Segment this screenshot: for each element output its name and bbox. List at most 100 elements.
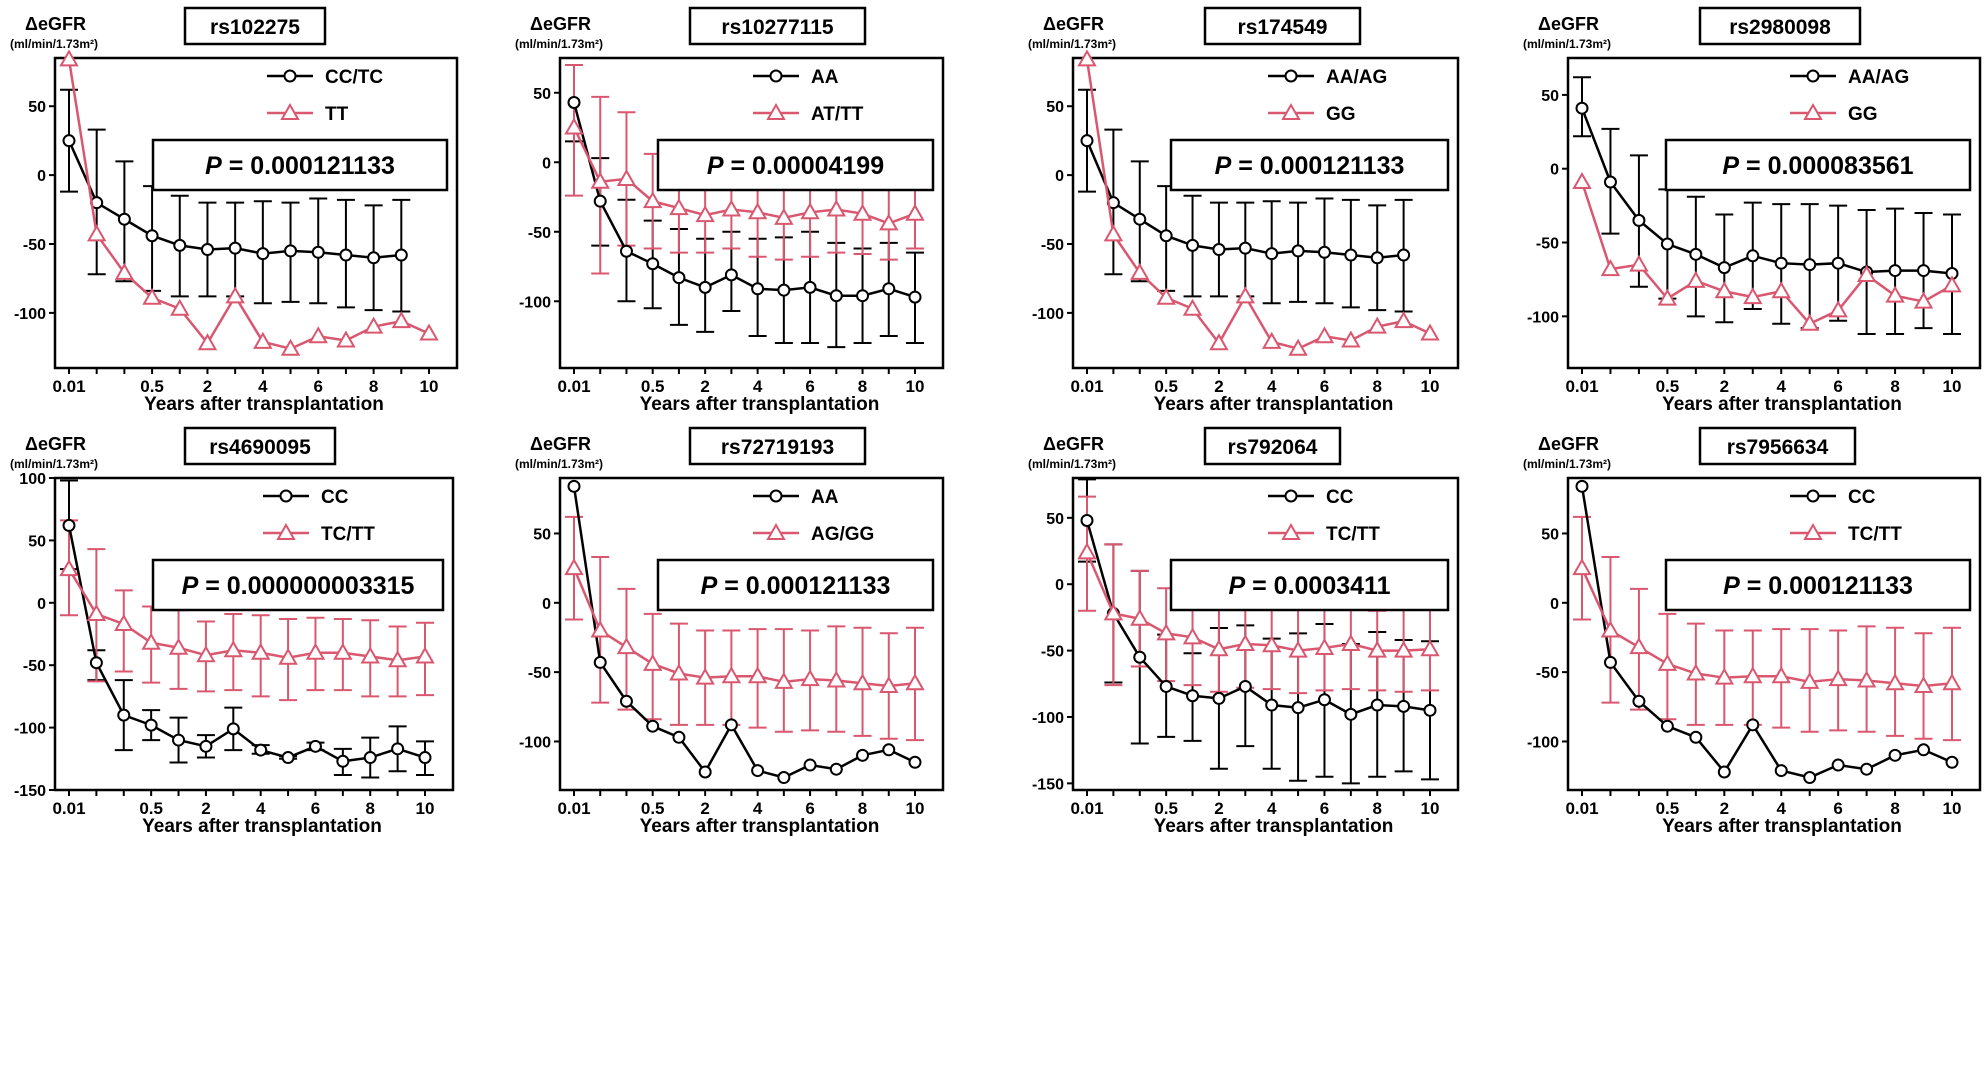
data-point-circle: [172, 733, 186, 747]
x-tick-label: 10: [1943, 377, 1962, 396]
x-tick-label: 4: [1776, 799, 1786, 818]
data-point-triangle: [1103, 603, 1124, 621]
data-point-triangle: [142, 287, 162, 305]
y-axis-label: ΔeGFR: [25, 14, 86, 34]
chart-panel: ΔeGFR (ml/min/1.73m²) rs4690095 100 50 0 -50 -1…: [10, 426, 455, 837]
y-tick-label: -50: [528, 665, 551, 682]
chart-title-box: [1203, 6, 1362, 46]
data-point-triangle: [363, 316, 384, 334]
data-point-triangle: [1367, 640, 1387, 658]
data-point-circle: [1689, 730, 1703, 744]
data-point-triangle: [669, 663, 689, 681]
series-line: [1085, 59, 1431, 351]
pvalue-prefix: P: [1229, 572, 1246, 600]
y-tick-label: 50: [28, 533, 46, 550]
x-tick-label: 0.5: [140, 377, 164, 396]
data-point-triangle: [114, 614, 134, 632]
x-tick-label: 10: [1421, 377, 1440, 396]
x-axis-label: Years after transplantation: [142, 816, 382, 837]
x-tick-label: 6: [805, 377, 814, 396]
legend-label: TC/TT: [321, 524, 375, 545]
legend-label: AG/GG: [811, 524, 874, 545]
x-tick-label: 0.01: [557, 799, 590, 818]
chart-title: rs792064: [1228, 436, 1318, 459]
data-point-triangle: [1235, 633, 1256, 651]
x-tick-label: 10: [906, 377, 925, 396]
data-point-circle: [856, 289, 870, 303]
x-tick-label: 0.01: [52, 799, 85, 818]
y-tick-label: -50: [1536, 665, 1559, 682]
plot-frame: [1071, 476, 1460, 792]
data-point-triangle: [879, 213, 899, 231]
data-point-circle: [829, 289, 843, 303]
data-point-circle: [281, 751, 295, 765]
data-point-triangle: [642, 191, 663, 209]
data-point-triangle: [1828, 669, 1848, 687]
data-point-circle: [1603, 175, 1617, 189]
x-tick-label: 4: [1267, 377, 1277, 396]
y-axis-label: ΔeGFR: [1043, 434, 1104, 454]
data-point-circle: [567, 479, 581, 493]
data-point-circle: [394, 248, 408, 262]
pvalue-box: [1169, 558, 1450, 612]
legend-marker-triangle: [766, 102, 786, 120]
data-point-triangle: [1714, 281, 1735, 299]
chart-title-box: [688, 6, 867, 46]
plot-frame: [558, 476, 945, 792]
data-point-circle: [1603, 655, 1617, 669]
data-point-triangle: [1600, 620, 1621, 638]
pvalue-box: [1664, 138, 1972, 192]
y-axis-unit: (ml/min/1.73m²): [1523, 457, 1611, 471]
data-point-circle: [1575, 101, 1589, 115]
y-axis-unit: (ml/min/1.73m²): [1523, 37, 1611, 51]
data-point-triangle: [695, 205, 715, 223]
data-point-triangle: [1420, 323, 1440, 341]
pvalue-value: = 0.000121133: [717, 572, 890, 600]
x-tick-label: 2: [700, 799, 709, 818]
data-point-triangle: [1856, 670, 1877, 688]
data-point-circle: [1774, 256, 1788, 270]
y-tick-label: 0: [1550, 596, 1559, 613]
data-point-circle: [144, 718, 158, 732]
y-tick-label: -50: [528, 225, 551, 242]
data-point-triangle: [852, 673, 873, 691]
data-point-circle: [89, 656, 103, 670]
data-point-triangle: [774, 671, 794, 689]
data-point-circle: [1317, 245, 1331, 259]
legend-label: TC/TT: [1326, 524, 1380, 545]
data-point-triangle: [1572, 558, 1592, 576]
x-tick-label: 6: [1833, 799, 1842, 818]
data-point-triangle: [1288, 640, 1308, 658]
x-tick-label: 0.5: [139, 799, 163, 818]
x-tick-label: 6: [311, 799, 320, 818]
data-point-circle: [777, 283, 791, 297]
y-tick-label: -50: [1041, 644, 1064, 661]
data-point-triangle: [590, 620, 610, 638]
data-point-circle: [1212, 243, 1226, 257]
data-point-triangle: [1235, 286, 1256, 304]
data-point-triangle: [774, 207, 794, 225]
pvalue-text: P = 0.000121133: [1215, 152, 1405, 180]
data-point-triangle: [1942, 673, 1962, 691]
pvalue-text: P = 0.000121133: [1723, 572, 1913, 600]
data-point-circle: [199, 739, 213, 753]
data-point-triangle: [1942, 275, 1962, 293]
data-point-triangle: [800, 669, 820, 687]
data-point-circle: [1689, 247, 1703, 261]
data-point-circle: [1945, 755, 1959, 769]
data-point-triangle: [1600, 259, 1621, 277]
legend-label: AA/AG: [1326, 67, 1387, 88]
data-point-circle: [803, 758, 817, 772]
data-point-triangle: [590, 171, 610, 189]
data-point-triangle: [1629, 637, 1649, 655]
data-point-circle: [698, 280, 712, 294]
data-point-circle: [724, 718, 738, 732]
data-point-circle: [226, 722, 240, 736]
chart-panel: ΔeGFR (ml/min/1.73m²) rs10277115 50 0 -50 -100…: [515, 6, 945, 415]
y-tick-label: -100: [519, 734, 551, 751]
chart-title: rs102275: [210, 16, 300, 39]
chart-title: rs10277115: [721, 16, 833, 39]
x-tick-label: 4: [1267, 799, 1277, 818]
legend-marker-circle: [1806, 69, 1820, 83]
pvalue-box: [1664, 558, 1972, 612]
